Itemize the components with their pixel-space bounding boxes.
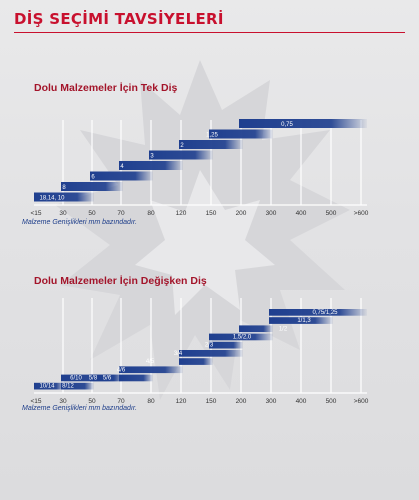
bar: [269, 317, 333, 324]
chart-tek-dis: <15 30 50 70 80 120 150 200 300 400 500 >600 18,14, …: [30, 119, 369, 217]
x-tick-label: 200: [236, 210, 247, 217]
x-tick-label: 80: [147, 398, 155, 405]
bar: [34, 382, 65, 390]
x-tick-label: >600: [354, 210, 369, 217]
bar-label: 18,14, 10: [39, 196, 65, 202]
bar-label: 6/10: [70, 376, 82, 382]
bar: [209, 333, 273, 341]
x-tick-label: 300: [266, 210, 277, 217]
bar: [239, 325, 273, 333]
x-tick-label: 70: [117, 398, 125, 405]
x-tick-label: 120: [176, 210, 187, 217]
chart-degisken-dis: <15 30 50 70 80 120 150 200 300 400 500 >600 10/14 8/…: [30, 298, 369, 405]
bar-label: 2: [180, 143, 184, 149]
bar: [34, 192, 94, 202]
chart1-title: Dolu Malzemeler İçin Tek Diş: [34, 82, 178, 94]
bar-label: 8/12: [62, 384, 74, 390]
bar: [269, 309, 367, 316]
x-tick-label: <15: [30, 398, 41, 405]
chart2-title: Dolu Malzemeler İçin Değişken Diş: [34, 275, 207, 287]
bar: [209, 341, 243, 349]
x-tick-label: 120: [176, 398, 187, 405]
bar: [179, 358, 213, 365]
bar-label: 1,25: [206, 133, 218, 139]
x-tick-label: 300: [266, 398, 277, 405]
bar: [209, 129, 273, 139]
bar: [119, 374, 153, 382]
chart1-note: Malzeme Genişlikleri mm bazındadır.: [22, 219, 137, 226]
bar-label: 8: [62, 185, 66, 191]
bar-label: 4/5: [146, 359, 155, 365]
bar: [119, 161, 183, 170]
bar: [179, 140, 243, 149]
x-tick-label: 30: [59, 398, 67, 405]
page-title: DİŞ SEÇİMİ TAVSİYELERİ: [14, 10, 224, 28]
x-tick-label: 30: [59, 210, 67, 217]
x-tick-label: 400: [296, 398, 307, 405]
bar: [90, 171, 153, 181]
bar: [90, 374, 123, 382]
bar-label: 6: [91, 175, 95, 181]
chart2-note: Malzeme Genişlikleri mm bazındadır.: [22, 405, 137, 412]
x-tick-label: 200: [236, 398, 247, 405]
bar-label: 2/3: [205, 343, 214, 349]
x-tick-label: 50: [88, 210, 96, 217]
x-tick-label: 80: [147, 210, 155, 217]
bar-label: 1/2: [279, 326, 288, 332]
x-tick-label: 150: [206, 398, 217, 405]
bar-label: 0,75: [281, 122, 293, 128]
x-tick-label: 150: [206, 210, 217, 217]
bar-label: 5/8: [89, 376, 98, 382]
x-tick-label: <15: [30, 210, 41, 217]
bar: [61, 382, 94, 390]
bar-label: 3/4: [174, 351, 183, 357]
x-tick-label: 500: [326, 398, 337, 405]
x-tick-label: 500: [326, 210, 337, 217]
bar-label: 5/6: [103, 376, 112, 382]
bar: [149, 150, 213, 160]
bar-label: 10/14: [39, 384, 55, 390]
bar-label: 0,75/1,25: [312, 310, 338, 316]
x-tick-label: 50: [88, 398, 96, 405]
x-tick-label: 70: [117, 210, 125, 217]
bar: [239, 119, 367, 128]
title-divider: [14, 32, 405, 33]
bar: [119, 366, 183, 374]
x-tick-label: 400: [296, 210, 307, 217]
bar: [179, 350, 243, 357]
bar-label: 1,5/2,0: [233, 335, 252, 341]
bar-label: 3: [150, 154, 154, 160]
x-tick-label: >600: [354, 398, 369, 405]
bar-label: 4: [120, 164, 124, 170]
bar: [61, 182, 123, 191]
bar-label: 1/1,3: [297, 318, 311, 324]
bar-label: 4/6: [117, 367, 126, 373]
